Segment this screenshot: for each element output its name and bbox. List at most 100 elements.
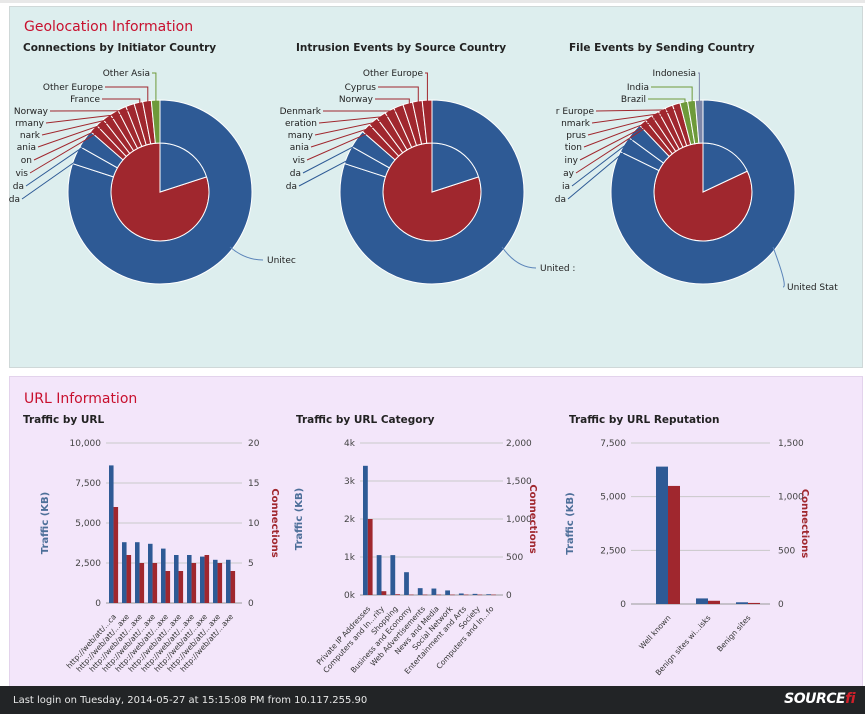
pie-label-2-5: prus bbox=[566, 131, 586, 141]
right-tick-label: 20 bbox=[248, 439, 260, 449]
pie-label-0-2: France bbox=[70, 95, 100, 105]
left-tick-label: 7,500 bbox=[600, 439, 626, 449]
donut-chart-2 bbox=[567, 72, 796, 288]
left-tick-label: 0 bbox=[620, 600, 626, 610]
pie-label-0-8: vis bbox=[15, 169, 28, 179]
connections-bar-4 bbox=[165, 571, 171, 603]
pie-label-1-4: eration bbox=[285, 119, 317, 129]
pie-leader-2-7 bbox=[579, 122, 653, 161]
y-axis-title-left: Traffic (KB) bbox=[40, 492, 51, 554]
left-tick-label: 5,000 bbox=[75, 519, 101, 529]
pie-label-1-3: Denmark bbox=[280, 107, 322, 117]
outer-slice-united-states bbox=[67, 99, 253, 285]
connections-bar-3 bbox=[408, 594, 414, 596]
left-tick-label: 10,000 bbox=[70, 439, 102, 449]
right-tick-label: 500 bbox=[506, 553, 523, 563]
pie-main-leader-0 bbox=[229, 246, 264, 261]
traffic-bar-5 bbox=[431, 588, 437, 595]
sourcefire-logo: SOURCEfi bbox=[784, 691, 855, 707]
pie-label-0-4: rmany bbox=[15, 119, 45, 129]
traffic-bar-4 bbox=[161, 548, 166, 603]
pie-leader-2-3 bbox=[595, 109, 678, 112]
pie-label-1-2: Norway bbox=[339, 95, 374, 105]
pie-main-label-0: Unitec bbox=[267, 256, 296, 266]
outer-slice-10 bbox=[150, 99, 161, 144]
traffic-bar-6 bbox=[187, 555, 192, 603]
pie-leader-1-2 bbox=[375, 98, 410, 110]
connections-bar-3 bbox=[152, 563, 158, 603]
logo-main: SOURCE bbox=[784, 691, 846, 707]
right-tick-label: 15 bbox=[248, 479, 259, 489]
chart-title-file-events: File Events by Sending Country bbox=[569, 42, 755, 54]
top-edge bbox=[0, 0, 865, 3]
pie-leader-2-2 bbox=[648, 98, 686, 108]
logo-accent: fi bbox=[845, 691, 855, 707]
connections-bar-5 bbox=[178, 571, 184, 603]
url-information-title: URL Information bbox=[24, 391, 138, 407]
connections-bar-1 bbox=[708, 600, 720, 604]
traffic-bar-8 bbox=[213, 559, 218, 603]
traffic-bar-0 bbox=[109, 465, 114, 603]
pie-label-1-5: many bbox=[288, 131, 314, 141]
pie-label-2-1: India bbox=[627, 83, 649, 93]
connections-bar-7 bbox=[463, 594, 469, 596]
left-tick-label: 4k bbox=[344, 439, 356, 449]
right-tick-label: 10 bbox=[248, 519, 260, 529]
charts-canvas: Other Asia Other Europe France Norway rmany n… bbox=[9, 69, 838, 677]
pie-label-1-1: Cyprus bbox=[345, 83, 377, 93]
pie-leader-0-5 bbox=[41, 116, 118, 136]
pie-label-0-6: ania bbox=[17, 143, 36, 153]
pie-leader-1-3 bbox=[323, 110, 402, 112]
traffic-bar-1 bbox=[122, 542, 127, 603]
connections-bar-9 bbox=[230, 571, 236, 603]
traffic-bar-1 bbox=[376, 555, 382, 595]
status-footer: Last login on Tuesday, 2014-05-27 at 15:… bbox=[0, 686, 865, 714]
bar-chart-1 bbox=[360, 442, 503, 596]
donut-chart-0 bbox=[21, 72, 264, 285]
pie-label-2-9: ia bbox=[562, 182, 570, 192]
left-tick-label: 3k bbox=[344, 477, 356, 487]
traffic-bar-3 bbox=[404, 572, 409, 595]
traffic-bar-9 bbox=[226, 559, 231, 603]
right-tick-label: 1,000 bbox=[778, 493, 804, 503]
traffic-bar-1 bbox=[696, 598, 708, 604]
pie-label-2-0: Indonesia bbox=[652, 69, 696, 79]
pie-leader-0-4 bbox=[45, 113, 125, 124]
left-tick-label: 0 bbox=[95, 599, 101, 609]
connections-bar-2 bbox=[395, 594, 400, 595]
connections-bar-6 bbox=[449, 594, 455, 596]
traffic-bar-6 bbox=[445, 590, 450, 595]
traffic-bar-7 bbox=[200, 556, 205, 603]
traffic-bar-2 bbox=[736, 602, 748, 604]
pie-leader-0-8 bbox=[29, 132, 99, 174]
outer-slice-10 bbox=[694, 99, 704, 144]
pie-main-label-1: United : bbox=[540, 264, 575, 274]
pie-label-2-10: da bbox=[555, 195, 566, 205]
right-tick-label: 5 bbox=[248, 559, 254, 569]
pie-leader-2-0 bbox=[698, 72, 700, 107]
url-information-panel: URL Information bbox=[9, 376, 863, 688]
pie-leader-0-0 bbox=[152, 72, 157, 107]
right-tick-label: 0 bbox=[506, 591, 512, 601]
connections-bar-1 bbox=[126, 555, 132, 603]
right-tick-label: 1,500 bbox=[506, 477, 532, 487]
pie-leader-1-5 bbox=[314, 119, 385, 136]
right-tick-label: 1,500 bbox=[778, 439, 804, 449]
pie-label-2-2: Brazil bbox=[621, 95, 646, 105]
chart-title-traffic-by-url-reputation: Traffic by URL Reputation bbox=[569, 414, 720, 426]
pie-label-1-8: da bbox=[290, 169, 301, 179]
connections-bar-5 bbox=[436, 594, 442, 596]
pie-leader-2-1 bbox=[651, 86, 693, 107]
connections-bar-2 bbox=[748, 602, 760, 604]
pie-label-0-1: Other Europe bbox=[43, 83, 104, 93]
connections-bar-8 bbox=[217, 563, 223, 603]
outer-slice-united-states bbox=[339, 99, 525, 285]
y-axis-title-left: Traffic (KB) bbox=[294, 488, 305, 550]
pie-leader-2-5 bbox=[587, 114, 665, 136]
pie-leader-0-7 bbox=[33, 126, 105, 161]
pie-leader-2-6 bbox=[583, 118, 659, 148]
traffic-bar-0 bbox=[363, 465, 368, 595]
y-axis-title-left: Traffic (KB) bbox=[565, 492, 576, 554]
connections-bar-6 bbox=[191, 563, 197, 603]
pie-label-1-0: Other Europe bbox=[363, 69, 424, 79]
